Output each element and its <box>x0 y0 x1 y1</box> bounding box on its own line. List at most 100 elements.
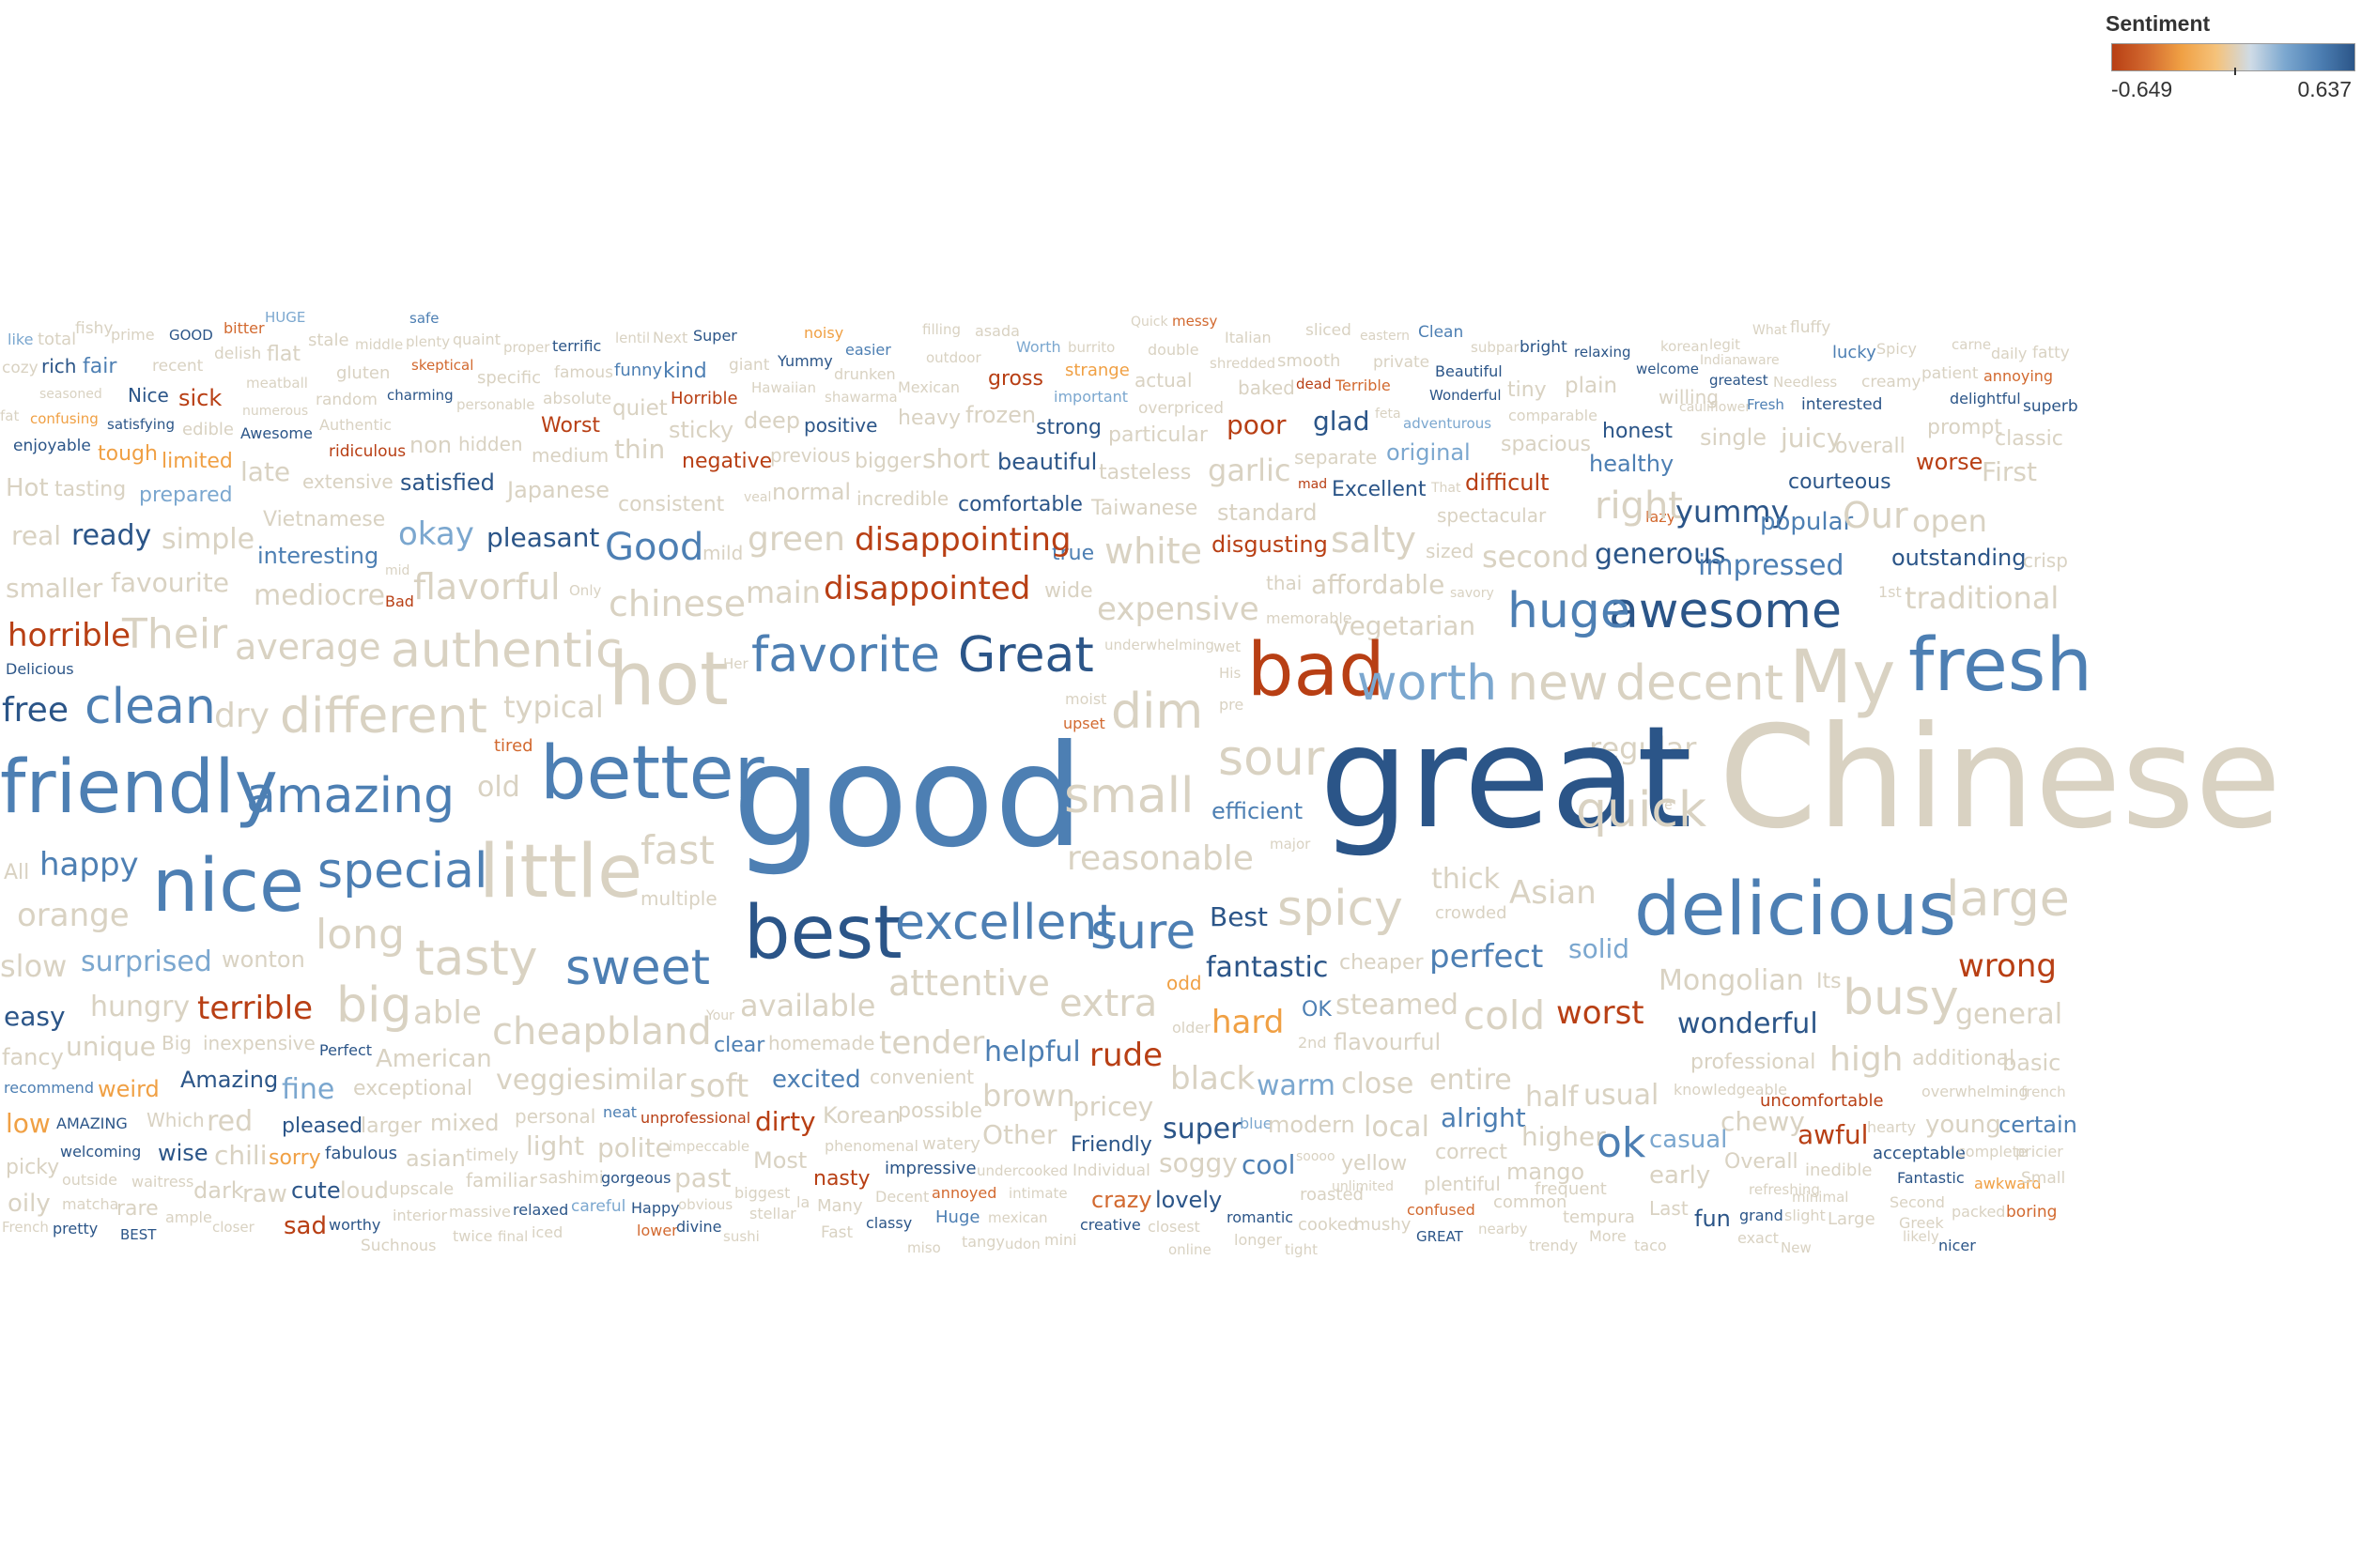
word-small: Second <box>1890 1193 1945 1211</box>
word-small: typical <box>503 689 604 725</box>
word-small: normal <box>772 479 851 505</box>
word-small: bitter <box>224 319 265 337</box>
word-small: wonderful <box>1677 1007 1818 1040</box>
word-small: Hawaiian <box>751 379 816 396</box>
word-small: Mexican <box>898 378 960 396</box>
word-small: flavorful <box>413 566 561 607</box>
word-small: Your <box>705 1008 734 1023</box>
word-small: pricier <box>2015 1143 2063 1161</box>
word-small: middle <box>355 336 403 353</box>
word-small: sick <box>178 385 222 411</box>
word-small: welcoming <box>60 1143 141 1161</box>
word-small: attentive <box>888 962 1050 1004</box>
word-small: surprised <box>81 945 212 978</box>
word-small: traditional <box>1905 580 2059 616</box>
word-small: BEST <box>120 1226 157 1243</box>
word-small: chili <box>214 1140 267 1171</box>
word-small: Last <box>1649 1197 1689 1220</box>
word-small: deep <box>744 407 800 434</box>
word-small: overall <box>1835 435 1906 458</box>
word-small: professional <box>1690 1051 1815 1074</box>
word-small: tempura <box>1563 1207 1635 1227</box>
word-small: Wonderful <box>1429 387 1502 404</box>
word-small: original <box>1386 439 1471 466</box>
word-small: absolute <box>543 390 611 408</box>
word-small: carne <box>1952 336 1991 353</box>
word-small: iced <box>532 1223 563 1241</box>
word-sure: sure <box>1090 904 1196 961</box>
word-bad: bad <box>1247 628 1385 713</box>
word-small: 2nd <box>1298 1034 1326 1052</box>
word-small: sorry <box>269 1146 321 1170</box>
word-small: plenty <box>406 333 450 350</box>
word-small: refreshing <box>1749 1181 1820 1198</box>
word-small: fair <box>83 355 117 378</box>
word-small: slight <box>1784 1207 1826 1224</box>
word-small: delightful <box>1950 390 2021 407</box>
word-small: low <box>6 1108 51 1139</box>
word-small: GOOD <box>169 327 213 344</box>
word-big: big <box>336 977 411 1034</box>
word-small: meatball <box>246 375 308 392</box>
word-small: right <box>1595 484 1683 528</box>
word-small: familiar <box>466 1169 538 1191</box>
word-small: similar <box>592 1064 687 1097</box>
word-small: garlic <box>1208 453 1290 488</box>
word-small: small <box>1064 768 1195 824</box>
word-small: Worst <box>541 414 600 438</box>
word-small: sticky <box>669 417 733 443</box>
word-asian: Asian <box>1509 874 1597 912</box>
word-small: korean <box>1660 338 1708 355</box>
word-small: thin <box>614 434 665 465</box>
word-small: strange <box>1065 361 1130 380</box>
word-small: half <box>1525 1081 1580 1114</box>
word-small: careful <box>571 1197 625 1216</box>
word-perfect: perfect <box>1429 938 1543 976</box>
word-small: relaxed <box>513 1201 568 1219</box>
word-wrong: wrong <box>1958 947 2057 985</box>
word-small: usual <box>1583 1079 1659 1112</box>
word-great: Great <box>958 627 1094 684</box>
word-small: GREAT <box>1416 1228 1464 1245</box>
word-small: numerous <box>242 404 308 419</box>
word-small: odd <box>1166 972 1202 994</box>
word-small: sad <box>284 1212 327 1240</box>
word-small: red <box>207 1105 253 1138</box>
word-small: obvious <box>678 1196 733 1213</box>
word-small: complete <box>1957 1143 2028 1161</box>
word-small: lower <box>637 1222 678 1239</box>
word-small: flat <box>267 343 301 366</box>
word-small: older <box>1172 1019 1211 1037</box>
word-small: Its <box>1816 970 1842 993</box>
word-small: larger <box>361 1115 423 1138</box>
word-small: sushi <box>723 1228 760 1245</box>
word-small: vegetarian <box>1334 610 1475 641</box>
word-small: true <box>1052 542 1094 565</box>
word-small: online <box>1168 1241 1211 1258</box>
word-small: brown <box>982 1078 1075 1114</box>
word-small: creamy <box>1861 373 1921 392</box>
word-small: quiet <box>612 396 668 421</box>
word-small: upset <box>1063 715 1105 732</box>
word-amazing: amazing <box>246 768 455 824</box>
word-small: disgusting <box>1211 531 1328 558</box>
word-quick: quick <box>1576 782 1706 838</box>
word-small: incredible <box>856 487 949 510</box>
word-small: willing <box>1659 386 1719 408</box>
word-small: veal <box>744 490 771 505</box>
word-small: wonton <box>222 946 305 973</box>
word-disappointing: disappointing <box>855 521 1071 559</box>
word-small: Quick <box>1131 315 1168 330</box>
word-small: proper <box>503 339 550 356</box>
word-small: random <box>316 391 378 409</box>
word-small: mushy <box>1354 1215 1412 1235</box>
word-small: knowledgeable <box>1674 1081 1787 1099</box>
word-small: modern <box>1268 1112 1355 1138</box>
word-small: uncomfortable <box>1760 1091 1884 1111</box>
word-small: pleased <box>282 1115 363 1138</box>
word-small: That <box>1430 481 1461 496</box>
word-small: edible <box>182 420 234 439</box>
word-small: lazy <box>1645 508 1675 526</box>
word-new: new <box>1507 655 1608 712</box>
word-small: cauliflower <box>1679 400 1751 415</box>
